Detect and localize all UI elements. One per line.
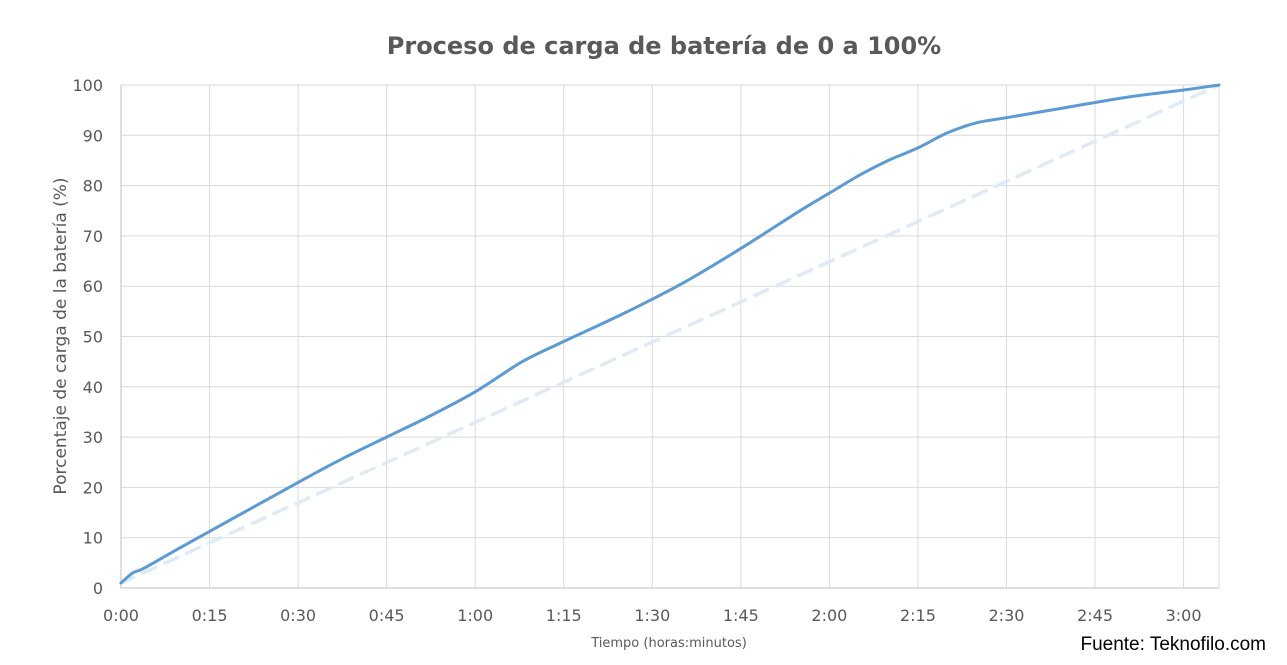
x-tick-label: 2:45 bbox=[1077, 606, 1113, 625]
x-tick-label: 0:00 bbox=[103, 606, 139, 625]
x-axis-label: Tiempo (horas:minutos) bbox=[590, 636, 747, 651]
charge-curve-series bbox=[119, 83, 1221, 585]
y-tick-label: 30 bbox=[83, 428, 103, 447]
y-tick-label: 90 bbox=[83, 126, 103, 145]
x-tick-label: 0:45 bbox=[369, 606, 405, 625]
x-tick-label: 0:15 bbox=[192, 606, 228, 625]
y-tick-label: 70 bbox=[83, 227, 103, 246]
y-tick-label: 0 bbox=[93, 579, 103, 598]
chart-title: Proceso de carga de batería de 0 a 100% bbox=[387, 32, 941, 60]
x-tick-label: 2:30 bbox=[989, 606, 1025, 625]
y-tick-label: 40 bbox=[83, 378, 103, 397]
source-label: Fuente: Teknofilo.com bbox=[1080, 634, 1266, 655]
x-tick-label: 2:15 bbox=[900, 606, 936, 625]
x-tick-label: 2:00 bbox=[811, 606, 847, 625]
x-tick-label: 0:30 bbox=[280, 606, 316, 625]
x-tick-label: 1:30 bbox=[634, 606, 670, 625]
tick-labels: 0 10 20 30 40 50 60 70 80 90 100 0:00 0:15 0:30 0:45 1:… bbox=[72, 76, 1201, 625]
y-axis-label: Porcentaje de carga de la batería (%) bbox=[51, 177, 71, 494]
y-tick-label: 20 bbox=[83, 478, 103, 497]
x-tick-label: 1:00 bbox=[457, 606, 493, 625]
y-tick-label: 100 bbox=[72, 76, 103, 95]
y-tick-label: 80 bbox=[83, 177, 103, 196]
y-tick-label: 60 bbox=[83, 277, 103, 296]
x-tick-label: 3:00 bbox=[1166, 606, 1202, 625]
x-tick-label: 1:45 bbox=[723, 606, 759, 625]
x-tick-label: 1:15 bbox=[546, 606, 582, 625]
grid-lines bbox=[120, 84, 1220, 589]
reference-line-series bbox=[119, 83, 1221, 585]
series-lines bbox=[119, 83, 1221, 585]
y-tick-label: 50 bbox=[83, 328, 103, 347]
y-tick-label: 10 bbox=[83, 529, 103, 548]
